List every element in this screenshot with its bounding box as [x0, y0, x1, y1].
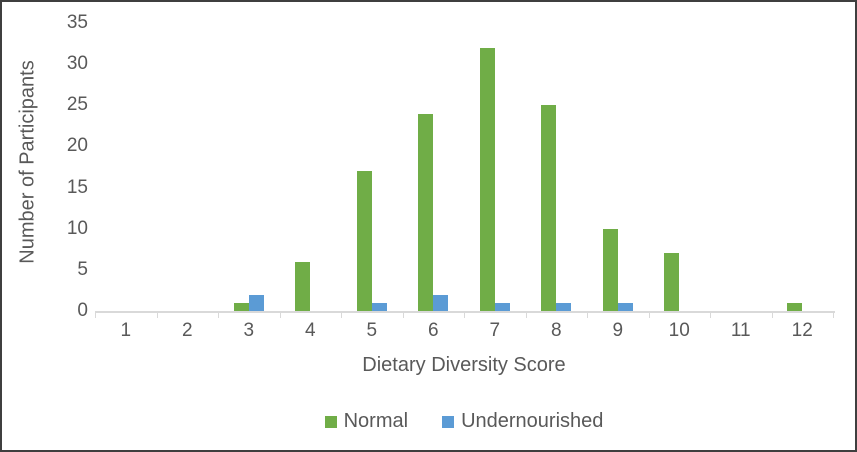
bar-undernourished: [371, 302, 387, 311]
bar-normal: [295, 261, 311, 311]
x-axis-tick-label: 1: [120, 320, 132, 341]
x-axis-tick-mark: [402, 311, 404, 318]
legend-label-undernourished: Undernourished: [461, 410, 604, 432]
bar-normal: [664, 253, 680, 311]
x-axis-tick-mark: [525, 311, 527, 318]
x-axis-tick-label: 11: [730, 320, 751, 341]
bar-undernourished: [617, 302, 633, 311]
x-axis-tick-mark: [95, 311, 96, 318]
legend-label-normal: Normal: [343, 410, 409, 432]
x-axis-tick-label: 2: [181, 320, 193, 341]
x-axis-tick-label: 4: [304, 320, 316, 341]
bar-normal: [418, 113, 434, 311]
x-axis-tick-label: 7: [489, 320, 501, 341]
x-axis-tick-label: 10: [668, 320, 690, 341]
bar-normal: [602, 228, 618, 311]
x-axis-tick-label: 5: [366, 320, 378, 341]
bar-normal: [479, 47, 495, 311]
x-axis-tick-mark: [156, 311, 158, 318]
x-axis-tick-label: 9: [612, 320, 624, 341]
x-axis-line: [95, 311, 835, 313]
x-axis-tick-mark: [218, 311, 219, 318]
x-axis-title: Dietary Diversity Score: [362, 354, 566, 376]
x-axis-tick-mark: [341, 311, 342, 318]
x-axis-tick-mark: [648, 311, 650, 318]
bar-undernourished: [433, 294, 449, 311]
x-axis-tick-label: 8: [550, 320, 562, 341]
y-axis-title: Number of Participants: [16, 60, 39, 264]
x-axis-tick-mark: [771, 311, 773, 318]
y-axis-tick-label: 20: [66, 135, 88, 157]
x-axis-tick-label: 3: [243, 320, 255, 341]
bar-undernourished: [248, 294, 264, 311]
bar-normal: [356, 171, 372, 311]
bar-undernourished: [556, 302, 572, 311]
legend-item-undernourished: Undernourished: [442, 410, 603, 433]
x-axis-tick-label: 12: [791, 320, 813, 341]
x-axis-tick-label: 6: [427, 320, 439, 341]
y-axis-tick-label: 5: [77, 258, 88, 280]
x-axis-tick-mark: [279, 311, 281, 318]
bar-normal: [787, 302, 803, 311]
y-axis-tick-label: 15: [66, 176, 88, 198]
x-axis-tick-mark: [710, 311, 711, 318]
y-axis-tick-label: 10: [66, 217, 88, 239]
x-axis-tick-mark: [464, 311, 465, 318]
x-axis-tick-mark: [833, 311, 834, 318]
chart-legend: Normal Undernourished: [95, 410, 833, 433]
y-axis-tick-label: 0: [77, 300, 88, 321]
x-axis-tick-mark: [587, 311, 588, 318]
legend-swatch-normal-icon: [324, 415, 337, 428]
bar-normal: [233, 302, 249, 311]
y-axis-tick-label: 35: [66, 12, 88, 33]
bar-normal: [541, 105, 557, 311]
y-axis-tick-label: 30: [66, 53, 88, 75]
legend-item-normal: Normal: [324, 410, 409, 433]
bar-undernourished: [494, 302, 510, 311]
y-axis-tick-label: 25: [66, 94, 88, 116]
legend-swatch-undernourished-icon: [442, 415, 455, 428]
